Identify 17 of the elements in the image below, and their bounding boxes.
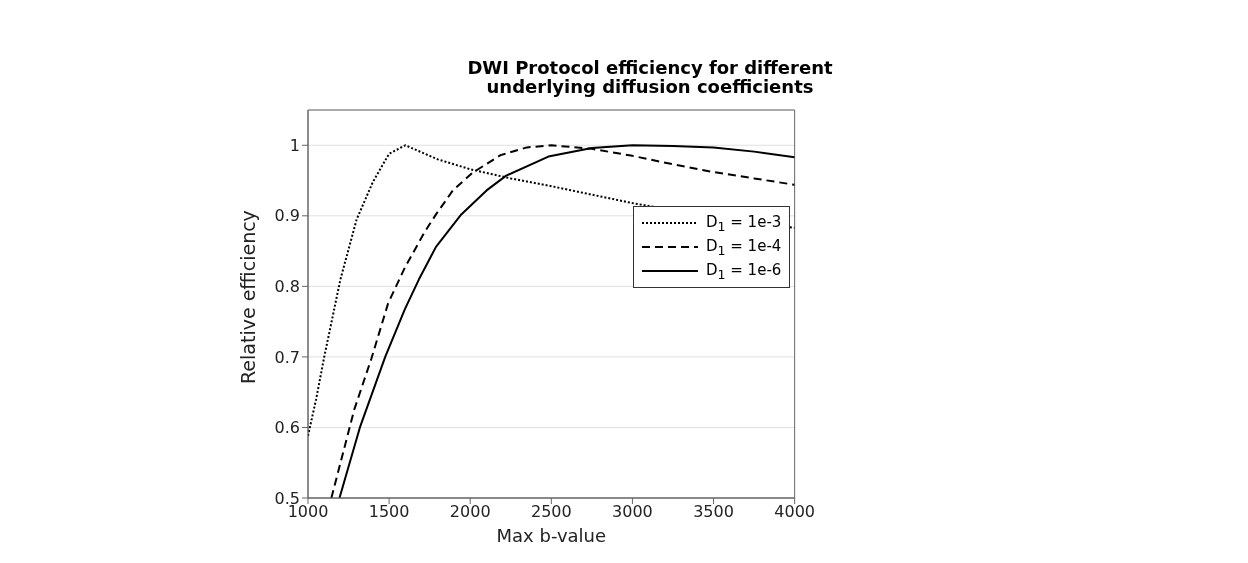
y-axis-title: Relative efficiency [236, 210, 259, 384]
x-tick-label: 2500 [530, 502, 572, 522]
x-tick-label: 3000 [612, 502, 653, 522]
x-axis-title: Max b-value [496, 525, 607, 546]
y-tick-label: 0.8 [274, 277, 300, 297]
x-tick-label: 1500 [368, 502, 410, 522]
legend-label: D$_{1}$ = 1e-4 [706, 236, 782, 258]
legend-label: D$_{1}$ = 1e-3 [706, 212, 782, 234]
x-tick-label: 2000 [449, 502, 491, 522]
x-tick-label: 3500 [693, 502, 734, 522]
y-tick-label: 0.9 [274, 206, 300, 226]
y-tick-label: 0.7 [274, 347, 300, 367]
x-tick-label: 4000 [774, 502, 815, 522]
legend-label: D$_{1}$ = 1e-6 [706, 260, 782, 282]
chart-title: DWI Protocol efficiency for different underlying diffusion coefficients [466, 57, 834, 97]
y-tick-label: 1 [289, 135, 300, 155]
y-tick-label: 0.6 [274, 418, 300, 438]
